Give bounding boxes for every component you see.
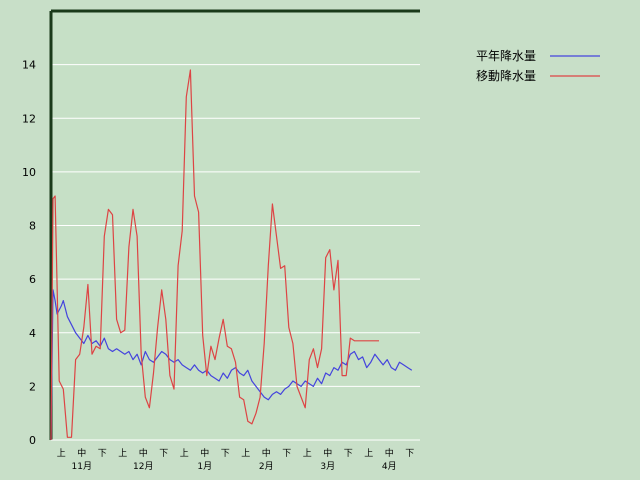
x-period-label: 中 bbox=[77, 447, 86, 459]
y-tick-label: 12 bbox=[22, 112, 36, 125]
x-period-label: 上 bbox=[118, 448, 127, 459]
x-month-label: 2月 bbox=[259, 461, 274, 472]
x-period-label: 上 bbox=[303, 448, 312, 459]
x-period-label: 中 bbox=[139, 447, 148, 459]
x-period-label: 中 bbox=[262, 447, 271, 459]
x-period-label: 中 bbox=[200, 447, 209, 459]
x-month-label: 3月 bbox=[320, 461, 335, 472]
x-tick-labels: 上中下上中下上中下上中下上中下上中下11月 12月 1月 2月 3月 4月 bbox=[57, 447, 415, 472]
x-period-label: 中 bbox=[385, 447, 394, 459]
y-tick-label: 4 bbox=[29, 327, 36, 340]
x-period-label: 中 bbox=[323, 447, 332, 459]
x-period-label: 上 bbox=[180, 448, 189, 459]
x-period-label: 下 bbox=[405, 449, 414, 459]
y-tick-labels: 0 2 4 6 8 10 12 14 bbox=[22, 59, 36, 447]
x-period-label: 下 bbox=[159, 449, 168, 459]
y-tick-label: 2 bbox=[29, 380, 36, 393]
x-period-label: 下 bbox=[282, 449, 291, 459]
x-month-label: 4月 bbox=[382, 461, 397, 472]
series-lines bbox=[50, 69, 413, 441]
y-tick-label: 14 bbox=[22, 59, 36, 72]
x-period-label: 下 bbox=[221, 449, 230, 459]
x-period-label: 上 bbox=[241, 448, 250, 459]
y-tick-label: 8 bbox=[29, 220, 36, 233]
x-month-label: 1月 bbox=[197, 461, 212, 472]
legend-label: 移動降水量 bbox=[476, 69, 536, 83]
legend-label: 平年降水量 bbox=[476, 49, 536, 63]
x-period-label: 上 bbox=[364, 448, 373, 459]
x-month-label: 11月 bbox=[72, 461, 92, 472]
series-line-2 bbox=[50, 69, 379, 441]
x-month-label: 12月 bbox=[133, 461, 153, 472]
y-tick-label: 10 bbox=[22, 166, 36, 179]
y-tick-label: 6 bbox=[29, 273, 36, 286]
x-period-label: 下 bbox=[344, 449, 353, 459]
series-line-1 bbox=[50, 289, 413, 441]
x-period-label: 下 bbox=[98, 449, 107, 459]
y-tick-label: 0 bbox=[29, 434, 36, 447]
x-period-label: 上 bbox=[57, 448, 66, 459]
